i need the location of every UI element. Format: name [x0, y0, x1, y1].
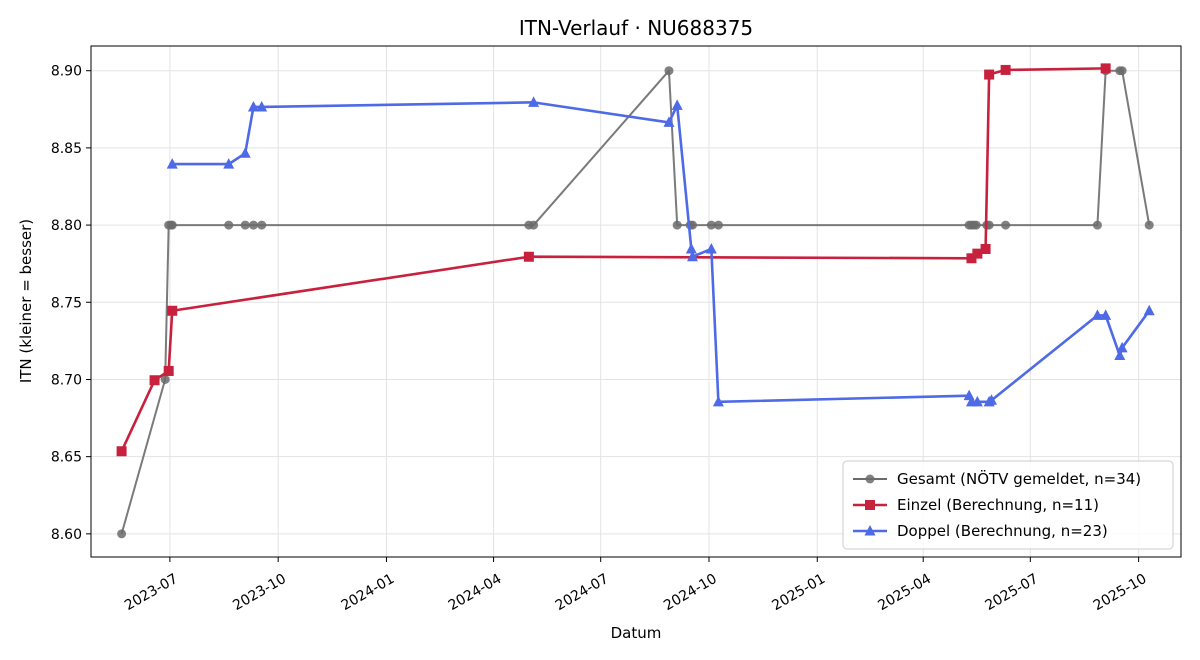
legend-box	[842, 460, 1174, 550]
data-point-doppel	[1100, 309, 1112, 320]
data-point-einzel	[1100, 63, 1111, 74]
data-point-gesamt	[117, 529, 127, 539]
y-tick-label: 8.65	[51, 450, 82, 466]
data-point-gesamt	[248, 220, 258, 230]
data-point-doppel	[671, 99, 683, 110]
data-point-gesamt	[240, 220, 250, 230]
x-tick-label: 2023-07	[122, 571, 181, 614]
data-point-doppel	[1114, 349, 1126, 361]
grid	[91, 46, 1181, 557]
data-point-doppel	[985, 394, 997, 405]
x-axis-title: Datum	[611, 624, 662, 642]
legend-label-einzel: Einzel (Berechnung, n=11)	[897, 496, 1099, 514]
x-tick-label: 2025-04	[875, 571, 934, 614]
data-point-einzel	[116, 446, 127, 457]
data-point-einzel	[972, 248, 983, 259]
plot-frame	[90, 45, 1182, 558]
data-point-doppel	[528, 96, 540, 107]
series-line-doppel	[172, 101, 1151, 404]
y-tick-label: 8.60	[51, 527, 82, 543]
data-point-gesamt	[224, 220, 234, 230]
data-point-doppel	[687, 250, 699, 262]
data-point-gesamt	[1092, 220, 1102, 230]
chart-title: ITN-Verlauf · NU688375	[519, 16, 753, 40]
data-point-doppel	[256, 100, 268, 112]
data-point-gesamt	[529, 220, 539, 230]
x-tick-label: 2024-07	[553, 571, 612, 614]
data-point-einzel	[149, 375, 160, 386]
y-tick-label: 8.80	[51, 218, 82, 234]
data-point-gesamt	[257, 220, 267, 230]
x-tick-label: 2025-10	[1091, 571, 1150, 614]
data-point-doppel	[1116, 341, 1128, 353]
data-point-einzel	[167, 305, 178, 316]
series-doppel	[166, 96, 1155, 407]
x-tick-label: 2025-07	[982, 571, 1041, 614]
data-point-doppel	[239, 147, 251, 158]
data-point-einzel	[523, 251, 534, 262]
data-point-gesamt	[1117, 66, 1127, 76]
data-point-doppel	[223, 158, 235, 169]
legend-marker-gesamt	[865, 474, 875, 484]
legend-marker-einzel	[865, 500, 875, 510]
y-tick-label: 8.70	[51, 372, 82, 388]
data-point-gesamt	[160, 374, 170, 384]
data-point-doppel	[685, 243, 697, 254]
x-tick-label: 2024-04	[446, 571, 505, 614]
x-tick-label: 2023-10	[230, 571, 289, 614]
y-tick-label: 8.75	[51, 295, 82, 311]
y-axis-title: ITN (kleiner = besser)	[17, 219, 35, 383]
x-tick-label: 2024-10	[661, 571, 720, 614]
series-line-einzel	[120, 67, 1106, 452]
data-point-doppel	[247, 100, 259, 112]
data-point-doppel	[705, 243, 717, 254]
legend: Gesamt (NÖTV gemeldet, n=34) Einzel (Bere…	[842, 460, 1174, 550]
data-point-gesamt	[664, 66, 674, 76]
series-layer	[116, 63, 1155, 539]
data-point-gesamt	[1001, 220, 1011, 230]
data-point-doppel	[663, 116, 675, 127]
x-tick-label: 2025-01	[769, 571, 828, 614]
x-tick-label: 2024-01	[339, 571, 398, 614]
data-point-gesamt	[971, 220, 981, 230]
data-point-doppel	[1091, 309, 1103, 320]
series-einzel	[116, 63, 1111, 457]
data-point-einzel	[966, 253, 977, 264]
legend-label-doppel: Doppel (Berechnung, n=23)	[897, 522, 1108, 540]
data-point-einzel	[980, 244, 991, 255]
data-point-gesamt	[672, 220, 682, 230]
data-point-gesamt	[1144, 220, 1154, 230]
y-tick-label: 8.85	[51, 141, 82, 157]
data-point-doppel	[971, 395, 983, 407]
data-point-doppel	[712, 395, 724, 407]
data-point-einzel	[1000, 64, 1011, 75]
data-point-einzel	[984, 69, 995, 80]
data-point-gesamt	[167, 220, 177, 230]
y-tick-label: 8.90	[51, 64, 82, 80]
data-point-doppel	[166, 158, 178, 169]
legend-label-gesamt: Gesamt (NÖTV gemeldet, n=34)	[897, 469, 1141, 488]
legend-marker-doppel	[864, 525, 876, 536]
data-point-gesamt	[706, 220, 716, 230]
data-point-gesamt	[713, 220, 723, 230]
data-point-einzel	[163, 365, 174, 376]
data-point-doppel	[1143, 304, 1155, 316]
